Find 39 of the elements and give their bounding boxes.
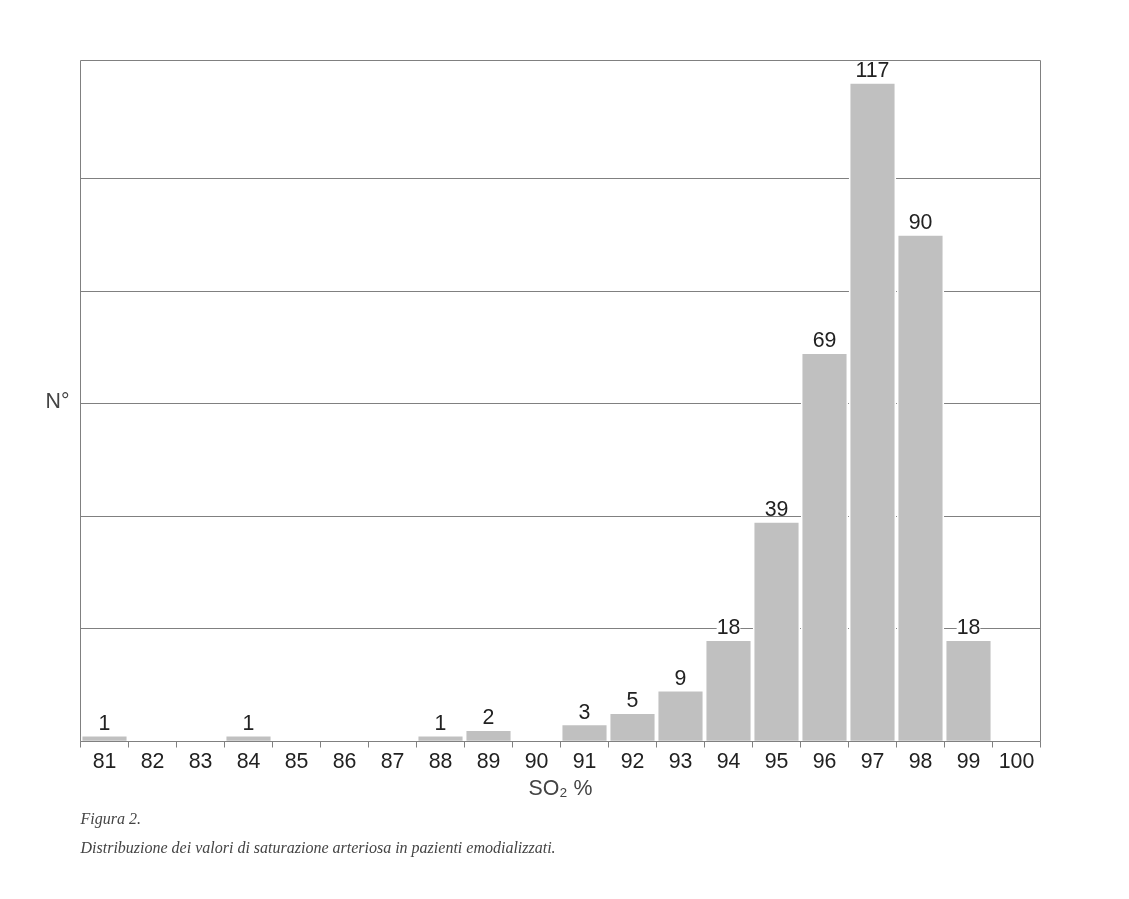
x-tick-label: 94 [716,748,741,773]
x-tick-label: 95 [764,748,789,773]
x-tick-label: 91 [572,748,597,773]
text: Distribuzione dei valori di saturazione arteriosa in pazienti emodializzati. [79,838,556,857]
data-label: 9 [674,665,687,690]
x-tick-label: 98 [908,748,933,773]
x-tick-label: 86 [332,748,357,773]
data-label: 1 [434,710,447,735]
x-tick-label: 92 [620,748,645,773]
x-tick-label: 83 [188,748,213,773]
bar [80,735,129,742]
x-tick-label: 97 [860,748,885,773]
data-label: 39 [764,497,789,521]
text: Figura 2. [79,809,141,828]
data-label: 3 [578,699,591,724]
y-axis-title: N° [45,389,70,413]
x-tick-label: 93 [668,748,693,773]
x-tick-label: 90 [524,748,549,773]
data-label: 69 [812,328,837,353]
bar [224,735,273,742]
x-tick-label: 85 [284,748,309,773]
data-label: 117 [855,58,890,83]
x-tick-label: 81 [92,748,117,773]
x-tick-label: 96 [812,748,837,773]
data-label: 90 [908,209,933,234]
x-tick-label: 99 [956,748,981,773]
x-tick-label: 84 [236,748,261,773]
data-label: 1 [242,710,255,735]
data-label: 2 [482,705,495,730]
data-label: 18 [956,615,981,640]
x-tick-label: 89 [476,748,501,773]
x-tick-label: 100 [998,748,1035,773]
x-axis-title: SO₂ % [528,775,593,800]
data-label: 18 [716,615,741,640]
x-tick-label: 88 [428,748,453,773]
x-tick-label: 82 [140,748,165,773]
data-label: 1 [98,710,111,735]
x-tick-label: 87 [380,748,405,773]
data-label: 5 [626,688,639,713]
